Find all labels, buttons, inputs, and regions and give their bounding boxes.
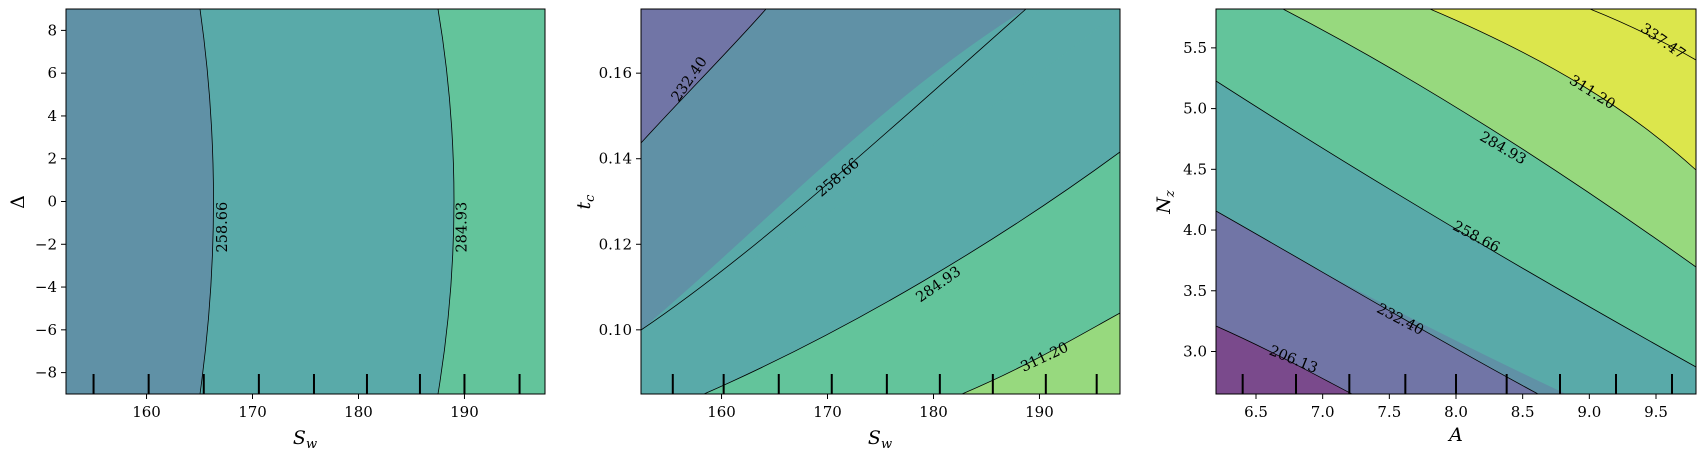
contour-line-232 <box>641 9 767 144</box>
x-tick-label: 7.5 <box>1377 403 1401 421</box>
band-206-232-inner <box>1216 211 1538 394</box>
y-tick-label: 3.5 <box>1183 282 1207 300</box>
y-tick-label: −2 <box>35 235 57 253</box>
contour-line-206 <box>1216 325 1353 394</box>
x-tick-label: 8.0 <box>1444 403 1468 421</box>
y-tick-label: 4.0 <box>1183 221 1207 239</box>
band-232-258 <box>641 9 1120 330</box>
y-tick-label: 0 <box>47 193 57 211</box>
y-ticks: −8 −6 −4 −2 0 2 4 6 8 <box>35 21 66 382</box>
rug-ticks <box>92 374 521 394</box>
x-tick-label: 9.0 <box>1577 403 1601 421</box>
contour-line-284 <box>703 151 1120 394</box>
x-tick-label: 190 <box>1025 403 1054 421</box>
y-tick-label: 4 <box>47 107 57 125</box>
x-tick-label: 180 <box>344 403 373 421</box>
x-axis-label: A <box>1447 424 1463 446</box>
band-258-284 <box>200 9 454 394</box>
x-axis-label-subscript: w <box>306 437 317 452</box>
x-ticks: 160 170 180 190 <box>707 394 1054 421</box>
y-tick-label: 5.0 <box>1183 100 1207 118</box>
x-tick-label: 160 <box>707 403 736 421</box>
contour-line-258 <box>641 9 1027 331</box>
band-284-311-lower <box>704 152 1120 394</box>
contour-line-232 <box>1216 210 1539 394</box>
contour-label: 258.66 <box>215 202 231 253</box>
x-tick-label: 7.0 <box>1311 403 1335 421</box>
y-axis-label-subscript: z <box>1163 190 1178 198</box>
contour-line-258 <box>1216 80 1696 368</box>
y-tick-label: 5.5 <box>1183 39 1207 57</box>
y-tick-label: 0.14 <box>599 150 632 168</box>
contour-line-258 <box>199 9 214 394</box>
contour-line-337 <box>1589 9 1696 61</box>
contour-line-284 <box>1282 9 1696 268</box>
contour-line-311 <box>1429 9 1696 171</box>
y-ticks: 0.10 0.12 0.14 0.16 <box>599 64 641 339</box>
x-ticks: 160 170 180 190 <box>132 394 479 421</box>
y-axis-label: tc <box>573 194 598 210</box>
rug-ticks <box>1241 374 1673 394</box>
y-axis-label: Δ <box>7 195 29 209</box>
band-258-284-upper <box>641 9 1120 330</box>
plot-frame <box>640 8 1121 395</box>
x-axis-label: Sw <box>293 427 317 452</box>
contour-label: 284.93 <box>454 202 470 253</box>
y-axis-label: Nz <box>1153 190 1178 215</box>
x-axis-label: Sw <box>868 427 892 452</box>
y-tick-label: 4.5 <box>1183 160 1207 178</box>
y-tick-label: −8 <box>35 364 57 382</box>
panel-sw-delta: 258.66 284.93 160 170 180 190 −8−6−4−202468 … <box>7 8 546 452</box>
band-284-311 <box>438 9 545 394</box>
x-tick-label: 170 <box>813 403 842 421</box>
contour-labels: 258.66 284.93 <box>215 202 470 253</box>
x-tick-label: 160 <box>132 403 161 421</box>
contour-fill <box>1216 9 1696 394</box>
contour-fill <box>66 9 545 394</box>
band-258-284-mid <box>641 9 1120 394</box>
band-311-337 <box>962 313 1120 394</box>
y-tick-label: 3.0 <box>1183 342 1207 360</box>
x-tick-label: 6.5 <box>1244 403 1268 421</box>
contour-line-284 <box>437 9 455 394</box>
x-tick-label: 170 <box>238 403 267 421</box>
contour-line-311 <box>961 312 1120 394</box>
x-tick-label: 190 <box>450 403 479 421</box>
contour-fill <box>641 9 1120 394</box>
y-axis-label-subscript: c <box>583 194 598 202</box>
y-tick-label: −4 <box>35 278 57 296</box>
y-ticks: 3.0 3.5 4.0 4.5 5.0 5.5 <box>1183 39 1216 360</box>
y-tick-label: 0.12 <box>599 235 632 253</box>
rug-ticks <box>671 374 1098 394</box>
x-tick-label: 8.5 <box>1511 403 1535 421</box>
x-tick-label: 9.5 <box>1644 403 1668 421</box>
band-below-206 <box>1216 326 1352 394</box>
x-axis-label-subscript: w <box>881 437 892 452</box>
y-tick-label: 6 <box>47 64 57 82</box>
x-tick-label: 180 <box>919 403 948 421</box>
y-tick-label: 2 <box>47 150 57 168</box>
x-ticks: 6.5 7.0 7.5 8.0 8.5 9.0 9.5 <box>1244 394 1668 421</box>
y-tick-label: 8 <box>47 21 57 39</box>
y-tick-label: −6 <box>35 321 57 339</box>
y-tick-label: 0.10 <box>599 321 632 339</box>
y-tick-label: 0.16 <box>599 64 632 82</box>
